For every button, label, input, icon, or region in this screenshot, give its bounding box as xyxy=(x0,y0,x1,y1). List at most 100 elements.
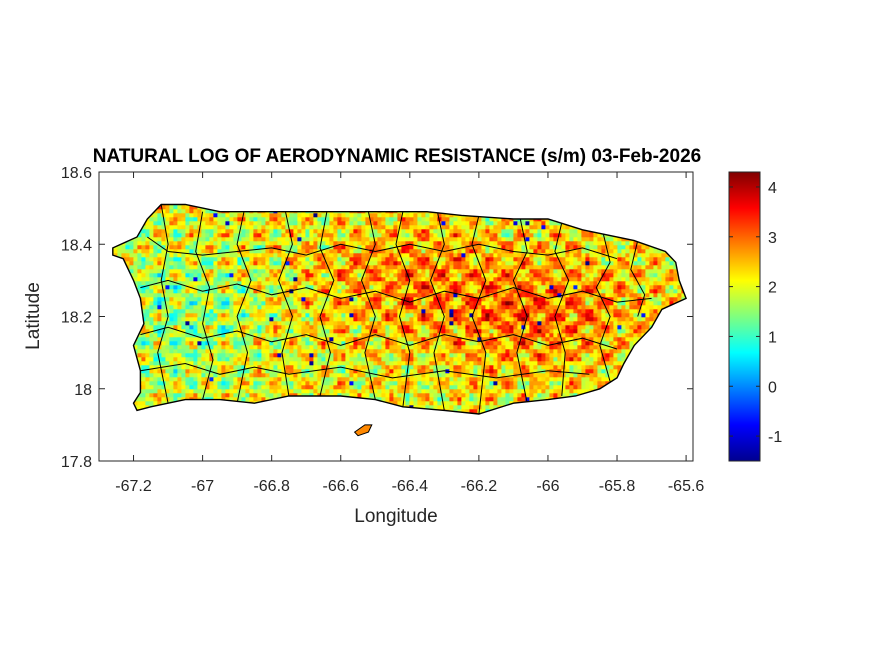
heatmap-cell xyxy=(501,245,506,250)
heatmap-cell xyxy=(473,297,478,302)
heatmap-cell xyxy=(557,325,562,330)
heatmap-cell xyxy=(357,309,362,314)
heatmap-cell xyxy=(229,245,234,250)
heatmap-cell xyxy=(305,305,310,310)
heatmap-cell xyxy=(521,301,526,306)
heatmap-cell xyxy=(213,309,218,314)
heatmap-cell xyxy=(233,305,238,310)
heatmap-cell xyxy=(321,233,326,238)
heatmap-cell xyxy=(605,293,610,298)
heatmap-cell xyxy=(269,273,274,278)
heatmap-cell xyxy=(169,281,174,286)
heatmap-cell xyxy=(129,257,134,262)
heatmap-cell xyxy=(617,241,622,246)
heatmap-cell xyxy=(341,313,346,318)
heatmap-cell xyxy=(181,261,186,266)
heatmap-cell xyxy=(413,293,418,298)
heatmap-cell xyxy=(205,237,210,242)
heatmap-cell xyxy=(337,233,342,238)
heatmap-cell xyxy=(145,309,150,314)
heatmap-cell xyxy=(241,321,246,326)
heatmap-cell xyxy=(341,225,346,230)
heatmap-cell xyxy=(233,221,238,226)
heatmap-cell xyxy=(237,213,242,218)
heatmap-cell xyxy=(209,241,214,246)
heatmap-cell xyxy=(313,233,318,238)
heatmap-cell xyxy=(353,253,358,258)
heatmap-cell xyxy=(377,265,382,270)
heatmap-cell xyxy=(273,329,278,334)
heatmap-cell xyxy=(409,269,414,274)
heatmap-cell xyxy=(273,281,278,286)
heatmap-cell xyxy=(321,245,326,250)
heatmap-cell xyxy=(541,257,546,262)
heatmap-cell xyxy=(529,253,534,258)
heatmap-cell xyxy=(249,285,254,290)
heatmap-cell xyxy=(533,293,538,298)
heatmap-cell xyxy=(413,305,418,310)
heatmap-cell xyxy=(337,321,342,326)
heatmap-cell xyxy=(333,225,338,230)
heatmap-cell xyxy=(377,301,382,306)
heatmap-cell xyxy=(513,317,518,322)
heatmap-cell xyxy=(221,297,226,302)
heatmap-cell xyxy=(429,241,434,246)
heatmap-cell xyxy=(469,257,474,262)
heatmap-cell xyxy=(145,253,150,258)
heatmap-cell xyxy=(301,265,306,270)
heatmap-cell xyxy=(485,325,490,330)
heatmap-cell xyxy=(489,225,494,230)
heatmap-cell xyxy=(517,321,522,326)
heatmap-cell xyxy=(633,313,638,318)
heatmap-cell xyxy=(489,249,494,254)
heatmap-cell xyxy=(277,289,282,294)
heatmap-cell xyxy=(385,265,390,270)
heatmap-cell xyxy=(221,265,226,270)
heatmap-cell xyxy=(621,249,626,254)
heatmap-cell xyxy=(249,269,254,274)
heatmap-cell xyxy=(589,253,594,258)
heatmap-cell xyxy=(433,233,438,238)
heatmap-cell xyxy=(157,221,162,226)
heatmap-cell xyxy=(649,289,654,294)
heatmap-cell xyxy=(489,237,494,242)
heatmap-cell xyxy=(453,305,458,310)
heatmap-cell xyxy=(389,269,394,274)
heatmap-cell xyxy=(457,329,462,334)
heatmap-cell xyxy=(169,269,174,274)
heatmap-cell xyxy=(481,289,486,294)
heatmap-cell xyxy=(589,297,594,302)
heatmap-cell xyxy=(289,297,294,302)
heatmap-cell xyxy=(565,241,570,246)
heatmap-cell xyxy=(657,301,662,306)
heatmap-cell xyxy=(477,233,482,238)
heatmap-cell xyxy=(421,305,426,310)
heatmap-cell xyxy=(421,289,426,294)
heatmap-cell xyxy=(665,293,670,298)
heatmap-cell xyxy=(505,281,510,286)
heatmap-cell xyxy=(257,241,262,246)
heatmap-cell xyxy=(565,293,570,298)
heatmap-cell xyxy=(305,277,310,282)
heatmap-cell xyxy=(553,269,558,274)
heatmap-cell xyxy=(365,225,370,230)
heatmap-cell xyxy=(485,305,490,310)
heatmap-cell xyxy=(625,249,630,254)
heatmap-cell xyxy=(353,269,358,274)
heatmap-cell xyxy=(509,273,514,278)
heatmap-cell xyxy=(465,285,470,290)
heatmap-cell xyxy=(433,229,438,234)
heatmap-cell xyxy=(249,249,254,254)
heatmap-cell xyxy=(577,269,582,274)
heatmap-cell xyxy=(141,333,146,338)
heatmap-cell xyxy=(529,285,534,290)
heatmap-cell xyxy=(381,245,386,250)
heatmap-cell xyxy=(437,213,442,218)
heatmap-cell xyxy=(245,221,250,226)
heatmap-cell xyxy=(233,213,238,218)
heatmap-cell xyxy=(333,285,338,290)
heatmap-cell xyxy=(633,257,638,262)
heatmap-cell xyxy=(145,225,150,230)
heatmap-cell xyxy=(289,293,294,298)
heatmap-cell xyxy=(633,297,638,302)
